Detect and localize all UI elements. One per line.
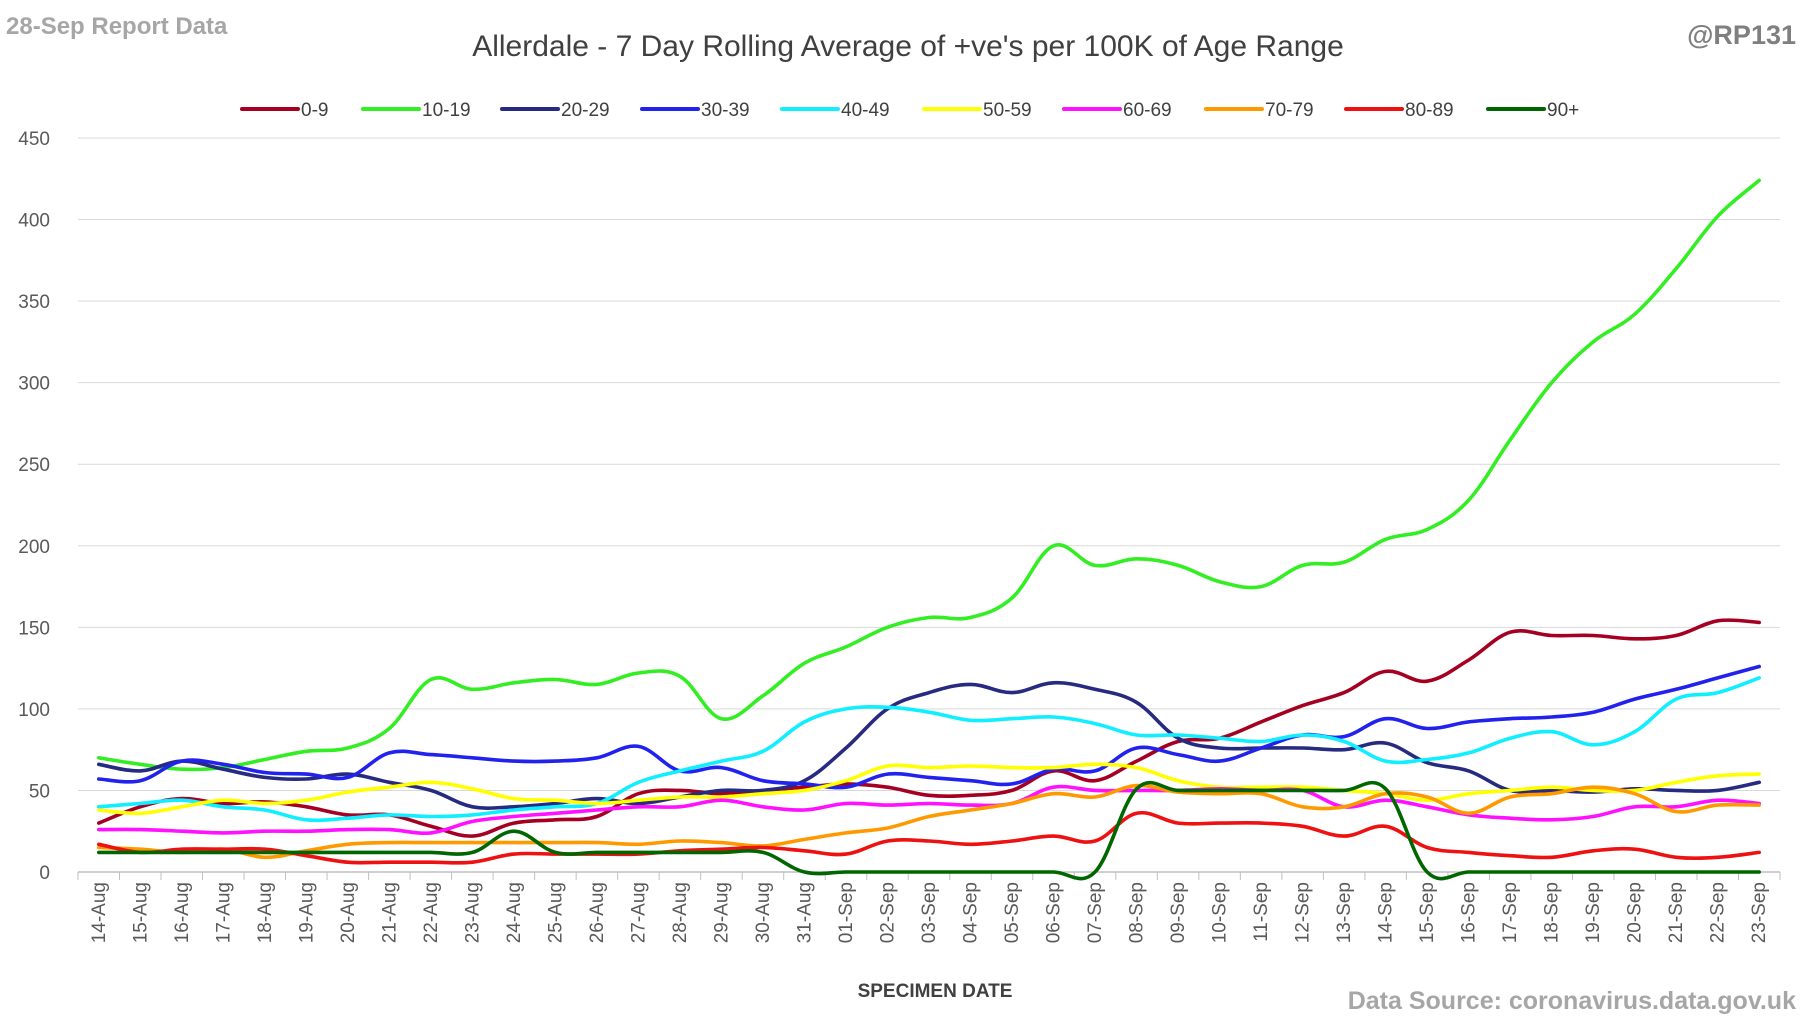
x-tick-label: 17-Aug bbox=[213, 882, 234, 943]
y-tick-label: 100 bbox=[18, 700, 50, 721]
x-tick-label: 28-Aug bbox=[670, 882, 691, 943]
x-tick-label: 06-Sep bbox=[1044, 882, 1065, 943]
legend-label-10-19: 10-19 bbox=[422, 100, 471, 121]
x-tick-label: 04-Sep bbox=[961, 882, 982, 943]
y-tick-label: 50 bbox=[29, 781, 50, 802]
y-tick-label: 450 bbox=[18, 129, 50, 150]
x-tick-label: 14-Sep bbox=[1376, 882, 1397, 943]
legend-label-40-49: 40-49 bbox=[841, 100, 890, 121]
x-tick-label: 15-Sep bbox=[1417, 882, 1438, 943]
x-tick-label: 18-Aug bbox=[255, 882, 276, 943]
x-tick-label: 23-Aug bbox=[462, 882, 483, 943]
chart-title: Allerdale - 7 Day Rolling Average of +ve… bbox=[472, 30, 1344, 63]
axes: 0 50 100 150 200 250 300 350 400 450 14-Aug 15-Aug 1… bbox=[18, 129, 1781, 943]
x-tick-label: 09-Sep bbox=[1168, 882, 1189, 943]
x-tick-label: 13-Sep bbox=[1334, 882, 1355, 943]
x-tick-label: 27-Aug bbox=[628, 882, 649, 943]
legend-label-0-9: 0-9 bbox=[301, 100, 328, 121]
x-tick-label: 17-Sep bbox=[1500, 882, 1521, 943]
x-tick-label: 01-Sep bbox=[836, 882, 857, 943]
series-line-50-59 bbox=[97, 762, 1761, 816]
y-tick-label: 350 bbox=[18, 292, 50, 313]
legend-label-80-89: 80-89 bbox=[1405, 100, 1454, 121]
series-line-30-39 bbox=[97, 664, 1761, 790]
legend-label-60-69: 60-69 bbox=[1123, 100, 1172, 121]
x-tick-label: 14-Aug bbox=[89, 882, 110, 943]
x-tick-label: 20-Aug bbox=[338, 882, 359, 943]
series-line-20-29 bbox=[97, 680, 1761, 811]
legend-label-70-79: 70-79 bbox=[1265, 100, 1314, 121]
x-tick-label: 21-Sep bbox=[1666, 882, 1687, 943]
x-tick-label: 16-Sep bbox=[1459, 882, 1480, 943]
series-line-10-19 bbox=[97, 178, 1761, 772]
y-tick-label: 250 bbox=[18, 455, 50, 476]
x-tick-label: 26-Aug bbox=[587, 882, 608, 943]
x-axis-label: SPECIMEN DATE bbox=[858, 981, 1013, 1002]
y-tick-label: 200 bbox=[18, 537, 50, 558]
legend-label-90+: 90+ bbox=[1547, 100, 1579, 121]
x-tick-label: 23-Sep bbox=[1749, 882, 1770, 943]
legend: 0-9 10-19 20-29 30-39 40-49 50-59 60-69 70-79 80… bbox=[240, 100, 1579, 121]
y-tick-label: 400 bbox=[18, 211, 50, 232]
y-tick-label: 0 bbox=[39, 863, 50, 884]
x-tick-label: 31-Aug bbox=[794, 882, 815, 943]
x-tick-label: 10-Sep bbox=[1210, 882, 1231, 943]
x-tick-label: 25-Aug bbox=[545, 882, 566, 943]
x-tick-label: 29-Aug bbox=[711, 882, 732, 943]
x-tick-label: 18-Sep bbox=[1542, 882, 1563, 943]
series-line-80-89 bbox=[97, 810, 1761, 865]
x-tick-label: 15-Aug bbox=[130, 882, 151, 943]
x-tick-label: 02-Sep bbox=[877, 882, 898, 943]
series-line-90+ bbox=[97, 780, 1761, 881]
legend-label-50-59: 50-59 bbox=[983, 100, 1032, 121]
y-tick-label: 150 bbox=[18, 618, 50, 639]
x-tick-label: 05-Sep bbox=[1002, 882, 1023, 943]
series-line-60-69 bbox=[97, 784, 1761, 835]
x-tick-label: 12-Sep bbox=[1293, 882, 1314, 943]
handle: @RP131 bbox=[1687, 20, 1796, 50]
x-tick-label: 21-Aug bbox=[379, 882, 400, 943]
series-line-70-79 bbox=[97, 783, 1761, 860]
legend-label-30-39: 30-39 bbox=[701, 100, 750, 121]
data-source: Data Source: coronavirus.data.gov.uk bbox=[1348, 987, 1796, 1015]
report-label: 28-Sep Report Data bbox=[6, 13, 228, 40]
legend-label-20-29: 20-29 bbox=[561, 100, 610, 121]
x-tick-label: 22-Aug bbox=[421, 882, 442, 943]
x-tick-label: 22-Sep bbox=[1708, 882, 1729, 943]
series-lines bbox=[97, 178, 1761, 881]
x-tick-label: 30-Aug bbox=[753, 882, 774, 943]
x-tick-label: 07-Sep bbox=[1085, 882, 1106, 943]
gridlines bbox=[78, 137, 1780, 791]
x-tick-label: 20-Sep bbox=[1625, 882, 1646, 943]
x-tick-label: 19-Sep bbox=[1583, 882, 1604, 943]
y-tick-label: 300 bbox=[18, 374, 50, 395]
x-tick-label: 11-Sep bbox=[1251, 882, 1272, 942]
x-tick-label: 16-Aug bbox=[172, 882, 193, 943]
x-tick-label: 19-Aug bbox=[296, 882, 317, 943]
x-tick-label: 24-Aug bbox=[504, 882, 525, 943]
series-line-40-49 bbox=[97, 676, 1761, 823]
x-tick-label: 03-Sep bbox=[919, 882, 940, 943]
x-tick-label: 08-Sep bbox=[1127, 882, 1148, 943]
